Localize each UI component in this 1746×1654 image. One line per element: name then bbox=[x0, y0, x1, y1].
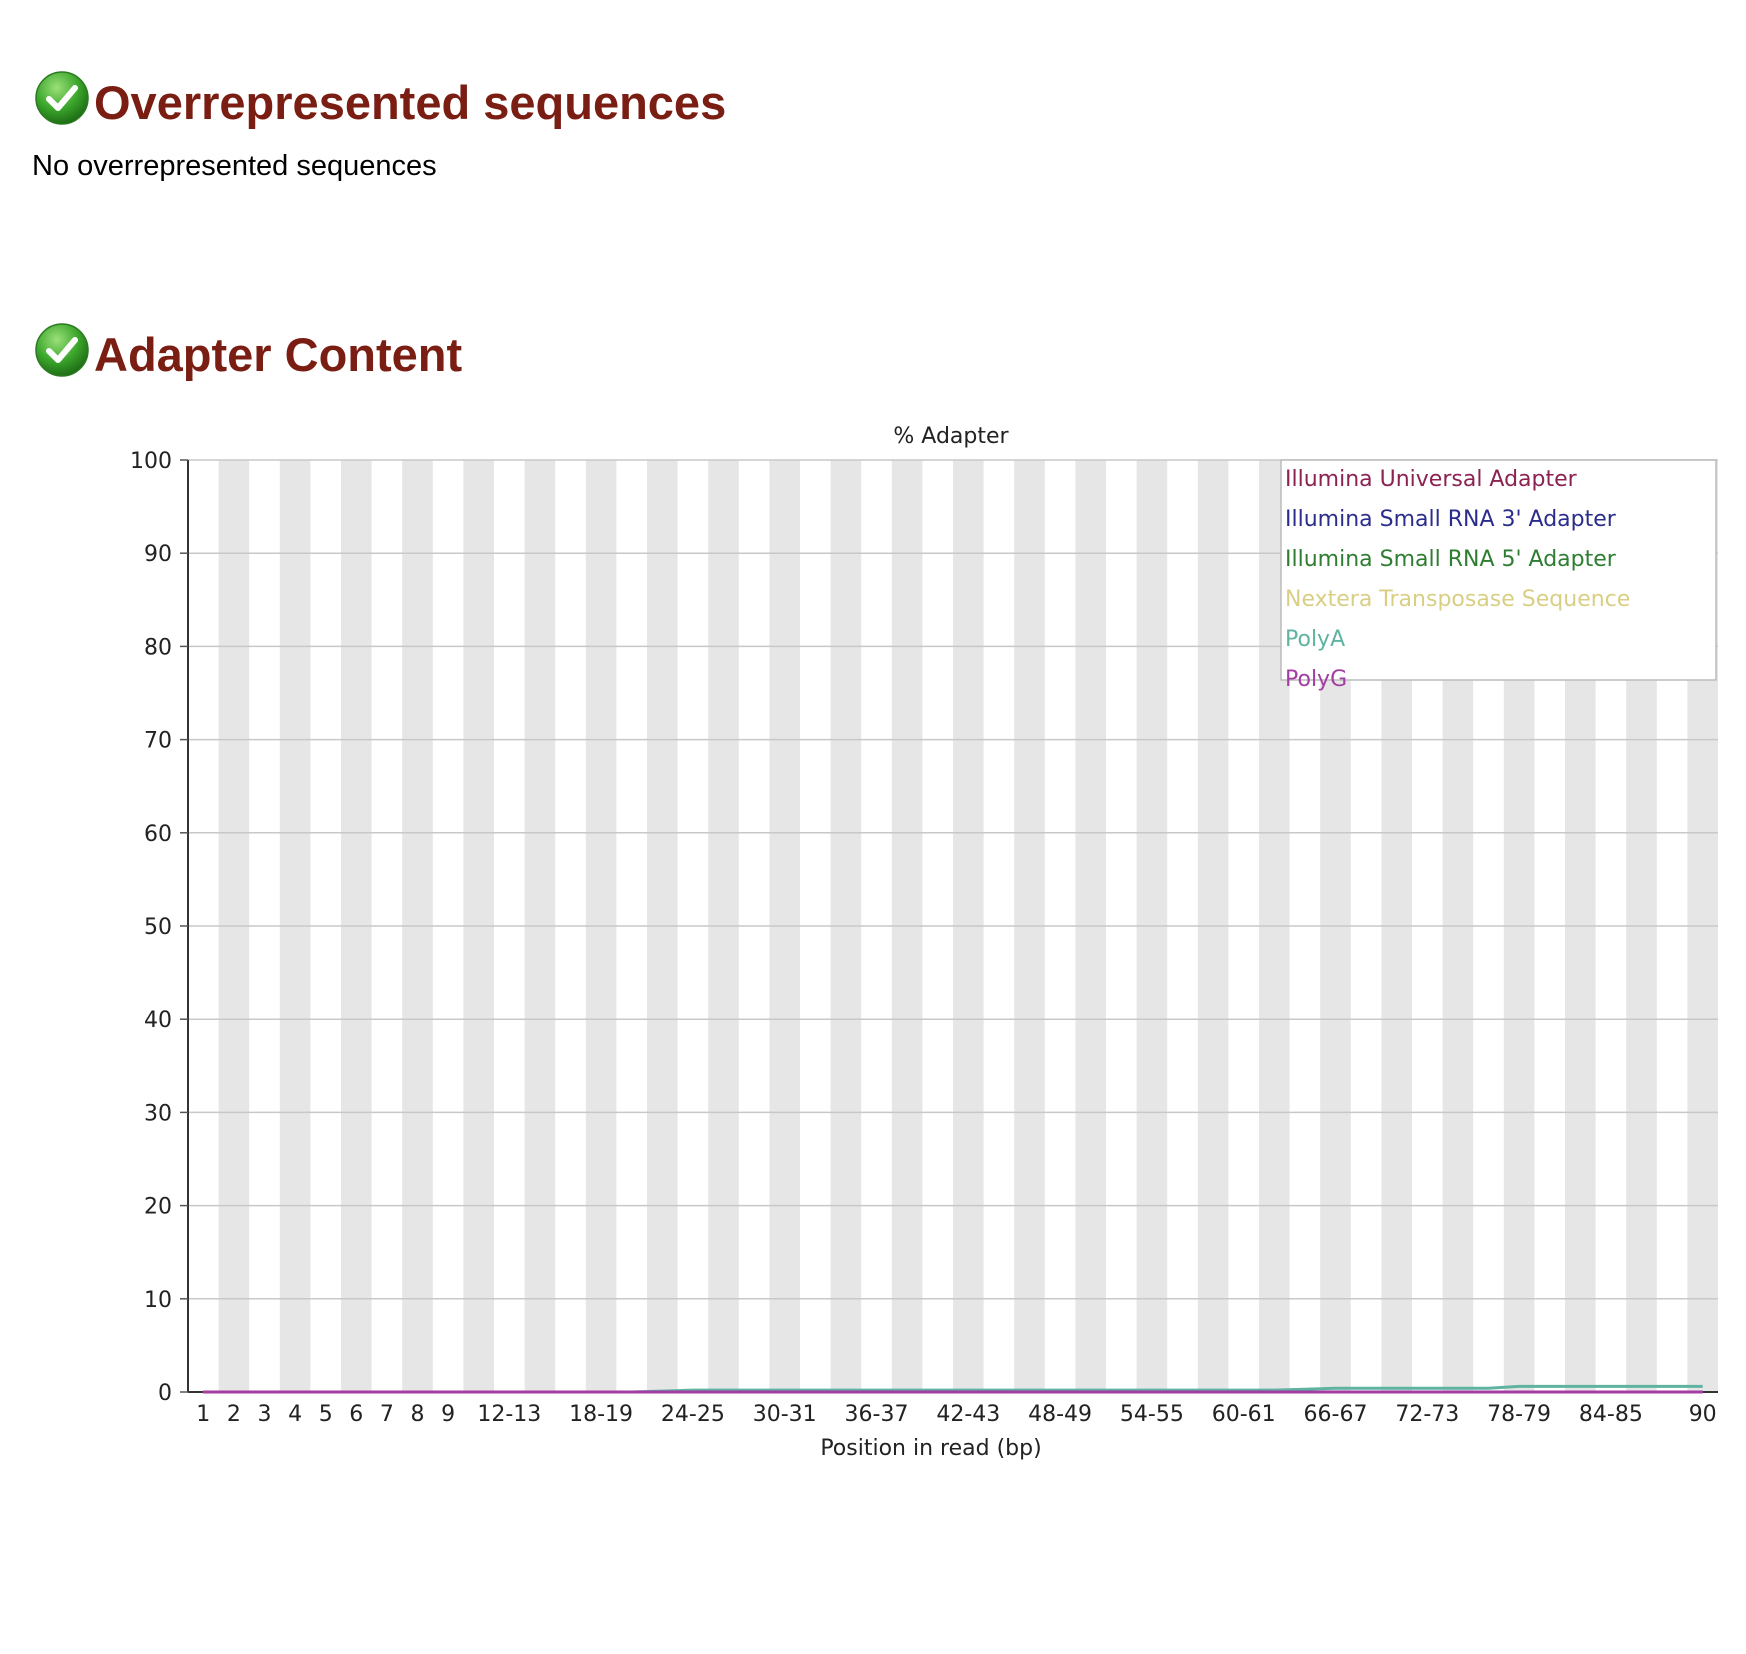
x-tick-label: 90 bbox=[1689, 1402, 1717, 1427]
adapter-content-chart: 0 10 20 30 40 50 60 70 80 90 100 1 2 3 4 5 6 7 8 9 12-13 18-1… bbox=[130, 424, 1718, 1461]
x-tick-label: 4 bbox=[288, 1402, 302, 1427]
chart-title: % Adapter bbox=[893, 424, 1009, 449]
x-tick-label: 78-79 bbox=[1487, 1402, 1551, 1427]
x-tick-label: 3 bbox=[258, 1402, 272, 1427]
legend-box bbox=[1280, 459, 1717, 681]
x-tick-label: 42-43 bbox=[936, 1402, 1000, 1427]
y-tick-label: 0 bbox=[158, 1381, 172, 1406]
y-tick-label: 70 bbox=[144, 729, 172, 754]
legend-entry: Nextera Transposase Sequence bbox=[1285, 587, 1630, 612]
legend: Illumina Universal Adapter Illumina Small… bbox=[1280, 459, 1717, 692]
x-tick-label: 18-19 bbox=[569, 1402, 633, 1427]
x-tick-label: 84-85 bbox=[1579, 1402, 1643, 1427]
y-tick-label: 60 bbox=[144, 822, 172, 847]
x-axis-label: Position in read (bp) bbox=[820, 1436, 1041, 1461]
y-tick-label: 20 bbox=[144, 1195, 172, 1220]
section-header-adapter-content: Adapter Content bbox=[34, 322, 462, 378]
legend-entry: PolyG bbox=[1285, 667, 1347, 692]
x-tick-label: 66-67 bbox=[1304, 1402, 1368, 1427]
x-tick-label: 8 bbox=[411, 1402, 425, 1427]
x-tick-label: 60-61 bbox=[1212, 1402, 1276, 1427]
x-tick-label: 1 bbox=[196, 1402, 210, 1427]
section-message: No overrepresented sequences bbox=[32, 150, 437, 182]
y-tick-label: 30 bbox=[144, 1101, 172, 1126]
section-title: Adapter Content bbox=[94, 328, 463, 381]
plot-ticks: 0 10 20 30 40 50 60 70 80 90 100 1 2 3 4 5 6 7 8 9 12-13 18-1… bbox=[130, 449, 1717, 1427]
x-tick-label: 12-13 bbox=[477, 1402, 541, 1427]
x-tick-label: 54-55 bbox=[1120, 1402, 1184, 1427]
x-tick-label: 7 bbox=[380, 1402, 394, 1427]
legend-entry: PolyA bbox=[1285, 627, 1345, 652]
check-circle-icon bbox=[35, 71, 89, 125]
x-tick-label: 72-73 bbox=[1395, 1402, 1459, 1427]
x-tick-label: 2 bbox=[227, 1402, 241, 1427]
x-tick-label: 9 bbox=[441, 1402, 455, 1427]
plot-lines bbox=[203, 1384, 1703, 1394]
x-tick-label: 36-37 bbox=[845, 1402, 909, 1427]
x-tick-label: 5 bbox=[319, 1402, 333, 1427]
x-tick-label: 24-25 bbox=[661, 1402, 725, 1427]
x-tick-label: 30-31 bbox=[753, 1402, 817, 1427]
y-tick-label: 90 bbox=[144, 542, 172, 567]
legend-entry: Illumina Small RNA 3' Adapter bbox=[1285, 507, 1617, 532]
legend-entry: Illumina Small RNA 5' Adapter bbox=[1285, 547, 1617, 572]
y-tick-label: 40 bbox=[144, 1008, 172, 1033]
section-header-overrepresented: Overrepresented sequences bbox=[34, 70, 726, 126]
y-tick-label: 80 bbox=[144, 635, 172, 660]
y-tick-label: 10 bbox=[144, 1288, 172, 1313]
x-tick-label: 6 bbox=[349, 1402, 363, 1427]
check-circle-icon bbox=[35, 323, 89, 377]
legend-entry: Illumina Universal Adapter bbox=[1285, 467, 1578, 492]
section-title: Overrepresented sequences bbox=[94, 76, 727, 129]
y-tick-label: 100 bbox=[130, 449, 172, 474]
y-tick-label: 50 bbox=[144, 915, 172, 940]
x-tick-label: 48-49 bbox=[1028, 1402, 1092, 1427]
